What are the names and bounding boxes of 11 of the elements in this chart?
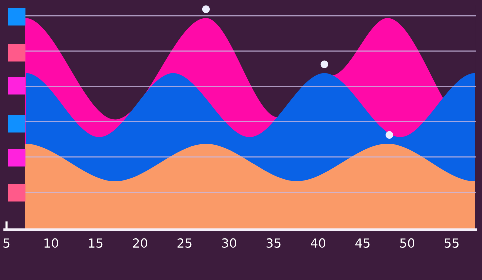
x-tick-label: 25 <box>178 238 192 248</box>
x-tick-label: 5 <box>4 238 10 248</box>
x-tick-label: 45 <box>356 238 370 248</box>
x-tick-label: 35 <box>266 238 281 248</box>
x-tick-label: 50 <box>400 238 415 248</box>
x-tick-label: 55 <box>444 238 459 248</box>
x-tick-label: 40 <box>311 238 326 248</box>
x-tick-label: 20 <box>133 238 148 248</box>
x-tick-label: 30 <box>222 238 236 248</box>
x-tick-label: 15 <box>89 238 103 248</box>
x-tick-label: 10 <box>44 238 58 248</box>
